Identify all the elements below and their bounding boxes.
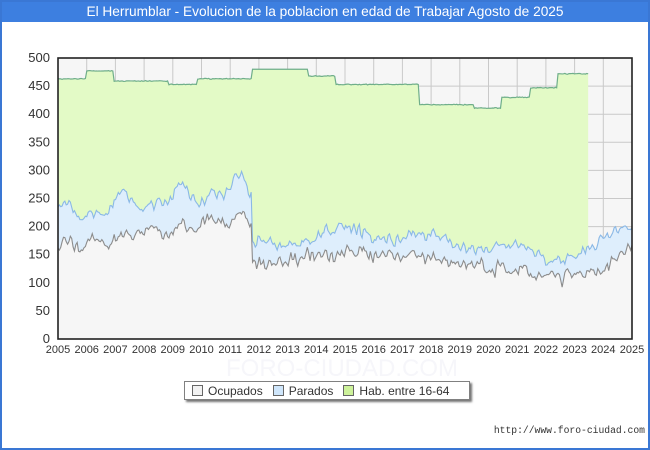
svg-text:2005: 2005 bbox=[46, 344, 70, 356]
svg-text:2008: 2008 bbox=[132, 344, 156, 356]
svg-text:2007: 2007 bbox=[103, 344, 127, 356]
svg-text:350: 350 bbox=[28, 134, 50, 149]
svg-text:200: 200 bbox=[28, 219, 50, 234]
svg-text:100: 100 bbox=[28, 275, 50, 290]
svg-text:2014: 2014 bbox=[304, 344, 328, 356]
svg-text:250: 250 bbox=[28, 191, 50, 206]
svg-text:2019: 2019 bbox=[448, 344, 472, 356]
svg-text:2009: 2009 bbox=[161, 344, 185, 356]
svg-text:2017: 2017 bbox=[390, 344, 414, 356]
svg-text:2025: 2025 bbox=[620, 344, 644, 356]
svg-text:2018: 2018 bbox=[419, 344, 443, 356]
svg-text:2006: 2006 bbox=[74, 344, 98, 356]
svg-text:2012: 2012 bbox=[247, 344, 271, 356]
svg-text:300: 300 bbox=[28, 162, 50, 177]
svg-text:2020: 2020 bbox=[476, 344, 500, 356]
svg-text:2022: 2022 bbox=[534, 344, 558, 356]
svg-text:2024: 2024 bbox=[591, 344, 615, 356]
svg-text:2016: 2016 bbox=[361, 344, 385, 356]
svg-text:50: 50 bbox=[36, 303, 50, 318]
svg-text:2023: 2023 bbox=[562, 344, 586, 356]
svg-text:FORO-CIUDAD.COM: FORO-CIUDAD.COM bbox=[226, 355, 458, 382]
svg-text:2011: 2011 bbox=[218, 344, 242, 356]
svg-text:2010: 2010 bbox=[189, 344, 213, 356]
svg-text:2021: 2021 bbox=[505, 344, 529, 356]
svg-text:2013: 2013 bbox=[275, 344, 299, 356]
svg-text:500: 500 bbox=[28, 50, 50, 65]
svg-text:2015: 2015 bbox=[333, 344, 357, 356]
svg-text:150: 150 bbox=[28, 247, 50, 262]
svg-text:400: 400 bbox=[28, 106, 50, 121]
svg-text:450: 450 bbox=[28, 78, 50, 93]
